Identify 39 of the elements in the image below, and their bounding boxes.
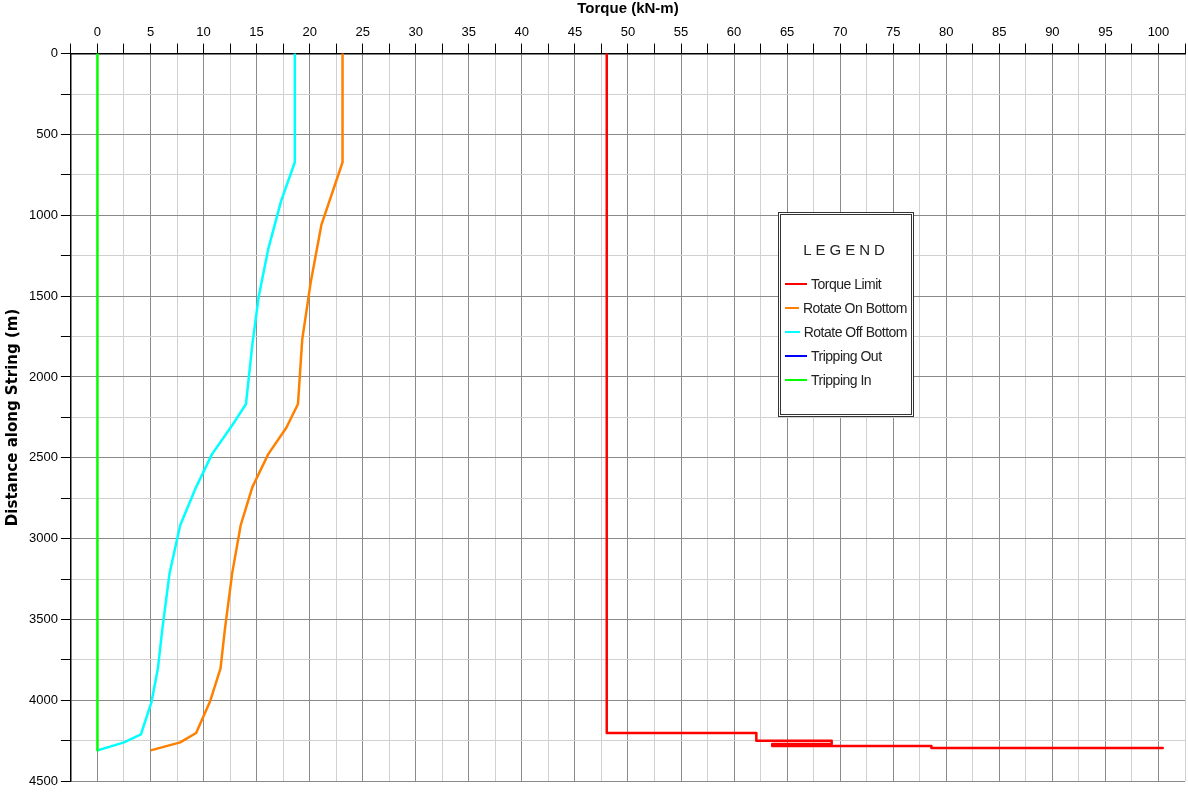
x-tick-label: 60 bbox=[726, 24, 742, 40]
y-tick-label: 4500 bbox=[29, 772, 58, 788]
legend-label: Tripping Out bbox=[811, 347, 882, 366]
x-tick-label: 80 bbox=[939, 24, 954, 40]
legend-label: Torque Limit bbox=[811, 275, 882, 294]
y-tick-label: 500 bbox=[36, 126, 58, 142]
x-tick-label: 40 bbox=[514, 24, 530, 40]
x-tick-label: 65 bbox=[779, 24, 795, 40]
y-tick-label: 1500 bbox=[29, 287, 58, 303]
y-tick-label: 0 bbox=[50, 45, 58, 61]
x-tick-label: 5 bbox=[146, 24, 155, 40]
x-tick-label: 45 bbox=[567, 24, 583, 40]
x-tick-label: 30 bbox=[408, 24, 423, 40]
x-tick-label: 100 bbox=[1147, 24, 1170, 40]
legend-label: Rotate Off Bottom bbox=[803, 323, 907, 342]
x-tick-label: 0 bbox=[93, 24, 102, 40]
x-tick-label: 75 bbox=[885, 24, 901, 40]
x-tick-label: 15 bbox=[249, 24, 264, 40]
y-tick-label: 2000 bbox=[29, 368, 58, 384]
x-tick-label: 90 bbox=[1045, 24, 1060, 40]
y-tick-label: 1000 bbox=[29, 206, 58, 222]
x-axis-title: Torque (kN-m) bbox=[577, 0, 679, 17]
x-tick-label: 55 bbox=[673, 24, 689, 40]
legend-label: Tripping In bbox=[811, 371, 872, 390]
legend-title: LEGEND bbox=[802, 241, 890, 258]
y-tick-label: 3000 bbox=[29, 530, 58, 546]
y-tick-label: 3500 bbox=[29, 611, 58, 627]
x-tick-label: 25 bbox=[355, 24, 370, 40]
x-tick-label: 85 bbox=[992, 24, 1007, 40]
y-tick-label: 2500 bbox=[29, 449, 58, 465]
legend-label: Rotate On Bottom bbox=[802, 299, 907, 318]
x-tick-label: 10 bbox=[196, 24, 211, 40]
y-axis-title: Distance along String (m) bbox=[2, 308, 21, 527]
y-tick-label: 4000 bbox=[29, 691, 58, 707]
x-tick-label: 95 bbox=[1098, 24, 1113, 40]
x-tick-label: 70 bbox=[832, 24, 848, 40]
x-tick-label: 20 bbox=[302, 24, 317, 40]
x-tick-label: 35 bbox=[461, 24, 477, 40]
x-tick-label: 50 bbox=[620, 24, 636, 40]
